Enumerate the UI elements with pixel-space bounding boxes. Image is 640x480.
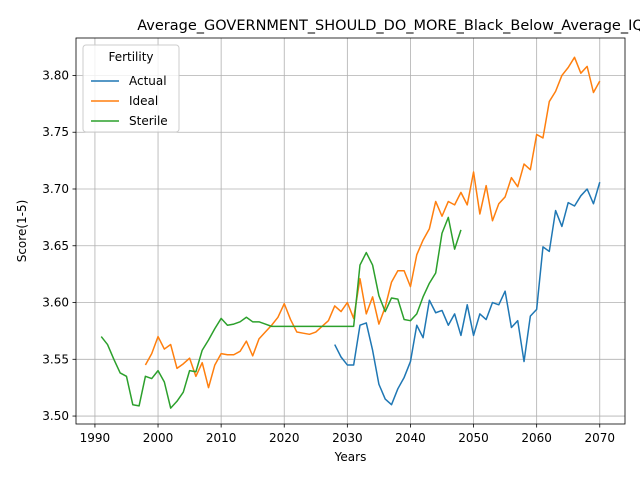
x-tick-label: 2000 — [143, 431, 174, 445]
x-tick-label: 2040 — [395, 431, 426, 445]
series-lines — [100, 56, 601, 409]
y-tick-label: 3.50 — [42, 409, 69, 423]
y-axis: 3.50 3.55 3.60 3.65 3.70 3.75 3.80 — [42, 68, 76, 423]
x-tick-label: 2010 — [206, 431, 237, 445]
x-axis-label: Years — [334, 450, 367, 464]
y-tick-label: 3.60 — [42, 296, 69, 310]
y-tick-label: 3.75 — [42, 125, 69, 139]
x-axis: 1990 2000 2010 2020 2030 2040 2050 2060 2070 — [80, 424, 615, 445]
legend-label-actual: Actual — [129, 74, 167, 88]
y-tick-label: 3.65 — [42, 239, 69, 253]
series-line-actual — [334, 181, 601, 406]
x-tick-label: 2060 — [521, 431, 552, 445]
grid — [76, 38, 625, 424]
legend-label-sterile: Sterile — [129, 114, 168, 128]
legend: Fertility Actual Ideal Sterile — [82, 44, 180, 133]
x-tick-label: 2030 — [332, 431, 363, 445]
series-line-sterile — [100, 216, 462, 409]
series-line-ideal — [144, 56, 601, 389]
x-tick-label: 2070 — [584, 431, 615, 445]
x-tick-label: 2020 — [269, 431, 300, 445]
x-tick-label: 1990 — [80, 431, 111, 445]
legend-label-ideal: Ideal — [129, 94, 158, 108]
x-tick-label: 2050 — [458, 431, 489, 445]
legend-title: Fertility — [108, 50, 153, 64]
legend-box — [82, 44, 180, 133]
y-tick-label: 3.70 — [42, 182, 69, 196]
y-axis-label: Score(1-5) — [15, 200, 29, 263]
y-tick-label: 3.55 — [42, 352, 69, 366]
y-tick-label: 3.80 — [42, 68, 69, 82]
chart-title: Average_GOVERNMENT_SHOULD_DO_MORE_Black_… — [137, 18, 640, 34]
plot-frame — [75, 37, 626, 425]
